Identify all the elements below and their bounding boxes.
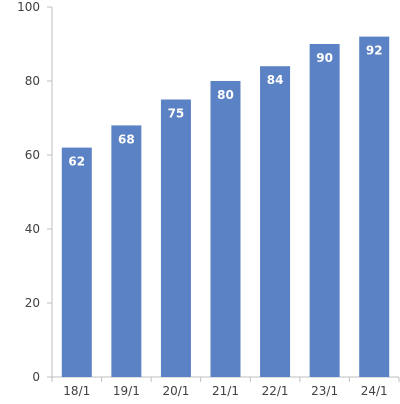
bar (61, 147, 92, 377)
x-tick-label: 21/1 (212, 384, 239, 398)
x-tick-label: 22/1 (262, 384, 289, 398)
data-label: 62 (68, 155, 85, 169)
data-label: 80 (217, 88, 234, 102)
x-tick-label: 24/1 (361, 384, 388, 398)
data-label: 92 (366, 44, 383, 58)
data-label: 68 (118, 132, 135, 146)
data-label: 90 (316, 51, 333, 65)
x-tick-label: 18/1 (63, 384, 90, 398)
y-tick-label: 0 (32, 370, 40, 384)
y-tick-label: 100 (17, 0, 40, 14)
data-label: 84 (267, 73, 284, 87)
y-tick-label: 40 (25, 222, 40, 236)
y-tick-label: 60 (25, 148, 40, 162)
y-tick-label: 20 (25, 296, 40, 310)
x-tick-label: 20/1 (162, 384, 189, 398)
y-tick-label: 80 (25, 74, 40, 88)
bar (309, 44, 340, 377)
data-label: 75 (168, 107, 185, 121)
plot-area: 0 20 40 60 80 100 62 18/1 68 19/1 75 20/1 80 21/1 84 22… (17, 0, 400, 398)
x-tick-label: 23/1 (311, 384, 338, 398)
bar (160, 99, 191, 377)
bar (260, 66, 291, 377)
bar (359, 36, 390, 377)
x-tick-label: 19/1 (113, 384, 140, 398)
bar (111, 125, 142, 378)
bar (210, 81, 241, 377)
